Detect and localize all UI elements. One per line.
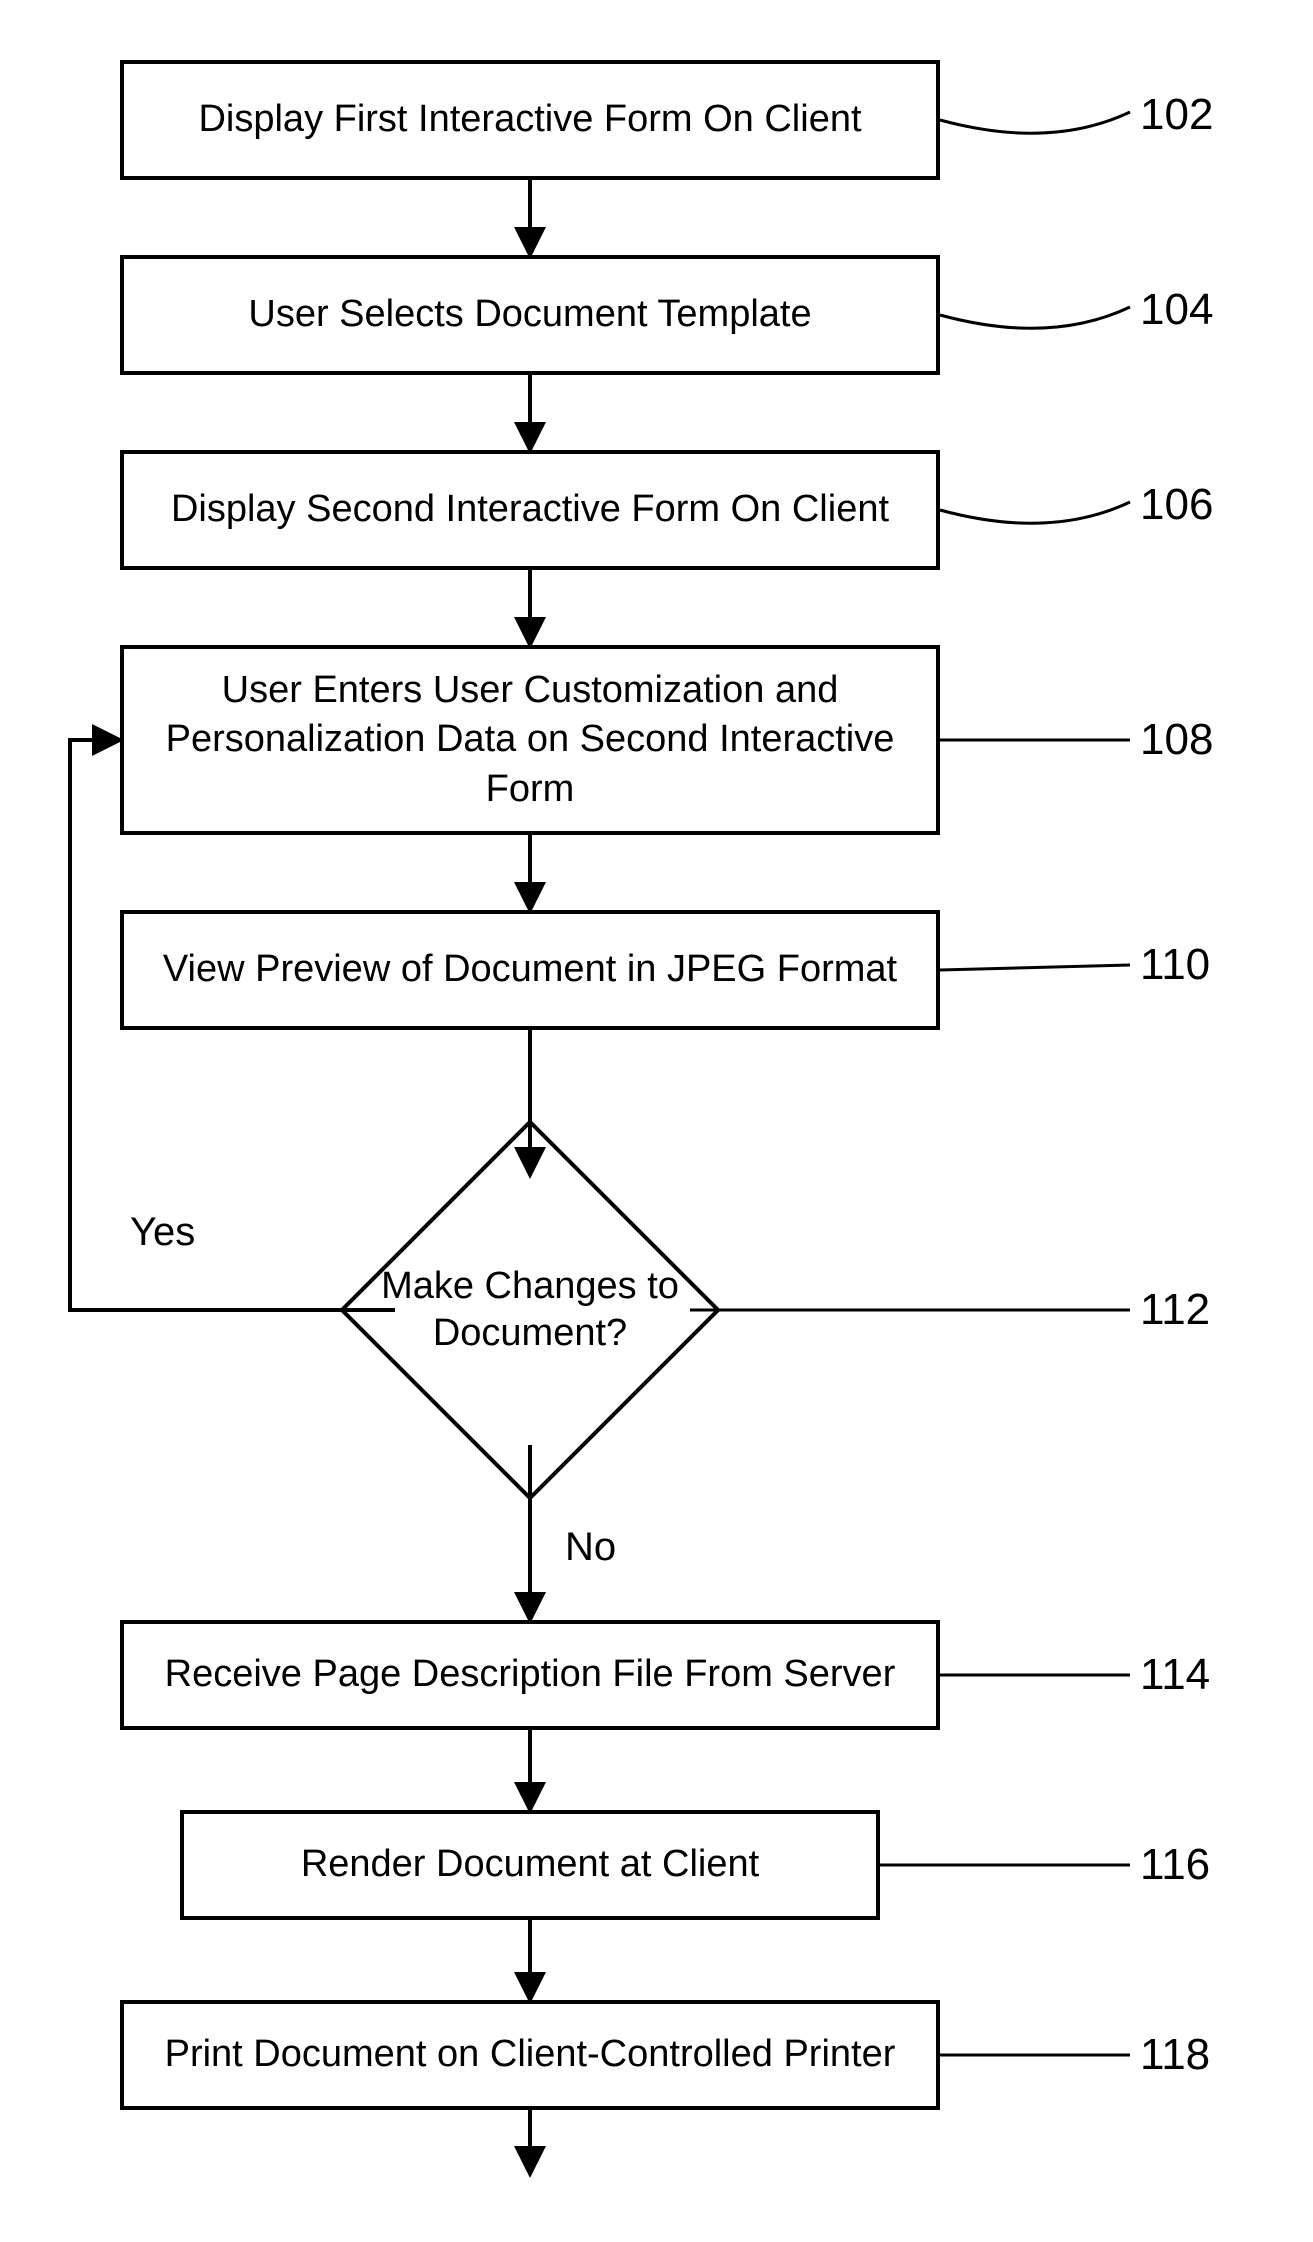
ref-106: 106	[1140, 480, 1213, 530]
ref-110: 110	[1140, 940, 1210, 990]
node-view-preview: View Preview of Document in JPEG Format	[120, 910, 940, 1030]
node-display-second-form: Display Second Interactive Form On Clien…	[120, 450, 940, 570]
ref-112: 112	[1140, 1285, 1210, 1335]
node-label: Display Second Interactive Form On Clien…	[151, 485, 909, 534]
node-label: Print Document on Client-Controlled Prin…	[145, 2030, 916, 2079]
node-render-document: Render Document at Client	[180, 1810, 880, 1920]
ref-118: 118	[1140, 2030, 1210, 2080]
ref-108: 108	[1140, 715, 1213, 765]
node-display-first-form: Display First Interactive Form On Client	[120, 60, 940, 180]
ref-116: 116	[1140, 1840, 1210, 1890]
node-print-document: Print Document on Client-Controlled Prin…	[120, 2000, 940, 2110]
decision-label: Make Changes to Document?	[360, 1250, 700, 1370]
node-label: Display First Interactive Form On Client	[178, 95, 881, 144]
node-label: Receive Page Description File From Serve…	[145, 1650, 916, 1699]
ref-104: 104	[1140, 285, 1213, 335]
node-label: User Selects Document Template	[228, 290, 831, 339]
node-select-template: User Selects Document Template	[120, 255, 940, 375]
ref-114: 114	[1140, 1650, 1210, 1700]
flowchart-canvas: Display First Interactive Form On Client…	[0, 0, 1313, 2242]
node-receive-file: Receive Page Description File From Serve…	[120, 1620, 940, 1730]
node-label: View Preview of Document in JPEG Format	[143, 945, 917, 994]
node-label: Render Document at Client	[281, 1840, 779, 1889]
ref-102: 102	[1140, 90, 1213, 140]
node-enter-customization: User Enters User Customization and Perso…	[120, 645, 940, 835]
edge-label-no: No	[565, 1525, 616, 1570]
edge-label-yes: Yes	[130, 1210, 195, 1255]
node-label: User Enters User Customization and Perso…	[124, 666, 936, 814]
